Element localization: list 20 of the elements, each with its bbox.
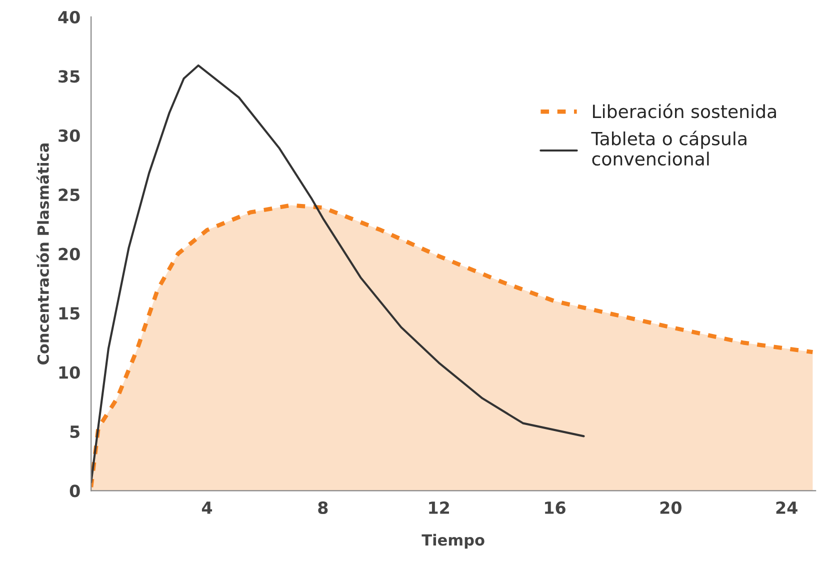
x-axis-title: Tiempo — [422, 534, 484, 549]
y-tick-label: 0 — [70, 484, 80, 498]
x-tick-label: 12 — [429, 501, 449, 514]
x-tick-label: 4 — [202, 502, 212, 514]
y-tick-label: 35 — [58, 70, 80, 83]
line-series — [91, 64, 585, 484]
legend-label: Tableta o cápsula convencional — [591, 130, 746, 166]
y-tick-label: 10 — [59, 366, 80, 379]
y-tick-label: 5 — [70, 426, 80, 438]
y-tick-label: 25 — [58, 188, 80, 202]
y-tick-label: 40 — [58, 10, 80, 24]
x-tick-label: 8 — [318, 501, 328, 514]
x-tick-label: 24 — [776, 501, 798, 514]
x-tick-label: 20 — [660, 501, 682, 514]
y-tick-label: 30 — [58, 129, 80, 142]
x-tick-label: 16 — [545, 501, 566, 514]
y-tick-label: 15 — [59, 307, 80, 320]
legend-label: Liberación sostenida — [593, 104, 776, 118]
y-axis-title: Concentración Plasmática — [36, 144, 49, 365]
y-tick-label: 20 — [58, 248, 80, 260]
